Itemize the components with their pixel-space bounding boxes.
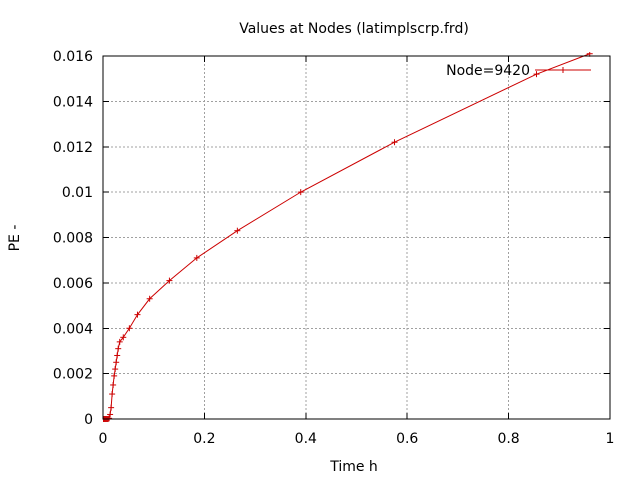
- y-tick-label: 0: [84, 412, 93, 428]
- y-axis-label: PE -: [7, 225, 23, 252]
- chart-title: Values at Nodes (latimplscrp.frd): [239, 21, 469, 37]
- data-point: [297, 189, 304, 196]
- legend-label: Node=9420: [446, 63, 530, 79]
- data-point: [234, 227, 241, 234]
- y-tick-label: 0.014: [53, 94, 93, 110]
- data-point: [146, 295, 153, 302]
- y-tick-label: 0.002: [53, 367, 93, 383]
- x-tick-label: 0.2: [193, 431, 215, 447]
- legend: Node=9420: [446, 63, 591, 79]
- x-tick-label: 0.4: [295, 431, 317, 447]
- series-line: [103, 53, 590, 420]
- data-point: [126, 325, 133, 332]
- data-point: [120, 334, 127, 341]
- data-point: [115, 345, 122, 352]
- data-point: [114, 352, 121, 359]
- data-point: [109, 391, 116, 398]
- data-point: [533, 71, 540, 78]
- series-layer: [103, 52, 593, 422]
- y-tick-label: 0.004: [53, 321, 93, 337]
- data-point: [112, 366, 119, 373]
- data-point: [108, 404, 115, 411]
- data-point: [116, 338, 123, 345]
- data-point: [193, 254, 200, 261]
- data-point: [134, 311, 141, 318]
- tick-layer: 0 0.2 0.4 0.6 0.8 1 0 0.002 0.004 0.006 0.008 0.01 0…: [53, 49, 615, 447]
- data-point: [110, 381, 117, 388]
- y-tick-label: 0.008: [53, 231, 93, 247]
- y-tick-label: 0.016: [53, 49, 93, 65]
- y-tick-label: 0.01: [62, 185, 93, 201]
- data-point: [107, 411, 114, 418]
- x-tick-label: 0.6: [396, 431, 418, 447]
- data-point: [166, 277, 173, 284]
- x-tick-label: 0.8: [497, 431, 519, 447]
- x-tick-label: 1: [606, 431, 615, 447]
- grid-layer: [103, 56, 610, 419]
- plot-frame: [102, 55, 611, 420]
- data-point: [113, 359, 120, 366]
- data-point: [391, 139, 398, 146]
- y-tick-label: 0.006: [53, 276, 93, 292]
- data-point: [106, 415, 113, 422]
- y-tick-label: 0.012: [53, 140, 93, 156]
- x-axis-label: Time h: [329, 459, 378, 475]
- data-point: [111, 372, 118, 379]
- x-tick-label: 0: [99, 431, 108, 447]
